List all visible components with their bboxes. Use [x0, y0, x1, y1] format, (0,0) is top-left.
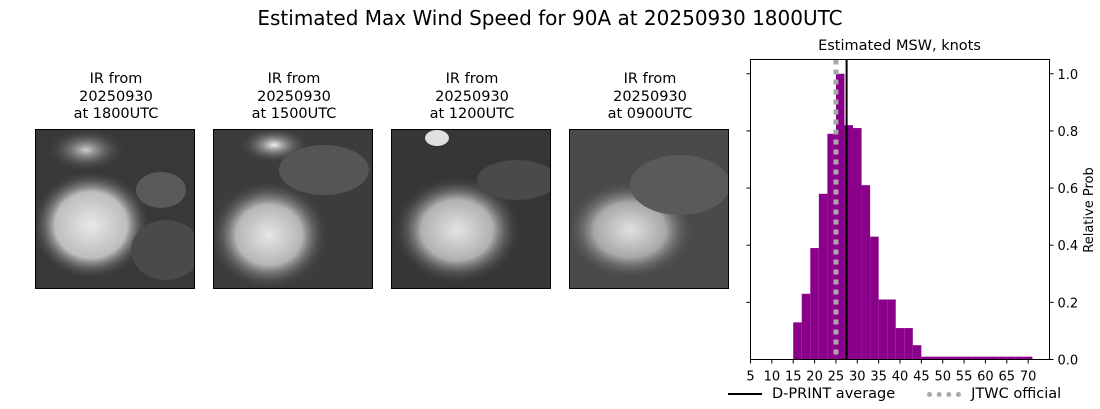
ir-panel-title-4: IR from 20250930 at 0900UTC: [607, 71, 693, 122]
histogram-bar: [793, 322, 802, 360]
x-tick-label: 30: [849, 370, 866, 385]
x-tick-label: 70: [1020, 370, 1037, 385]
ir-image-1200utc: [391, 129, 551, 289]
y-tick-label: 0.8: [1058, 125, 1079, 140]
x-tick-label: 65: [999, 370, 1016, 385]
histogram-bar: [998, 356, 1007, 360]
ir-panel-title-2: IR from 20250930 at 1500UTC: [251, 71, 337, 122]
histogram-bar: [853, 128, 862, 360]
histogram-bar: [972, 356, 982, 360]
x-tick-label: 5: [746, 370, 754, 385]
histogram-bar: [981, 356, 990, 360]
histogram-bar: [912, 345, 922, 360]
legend-item-jtwc: JTWC official: [927, 386, 1061, 402]
x-tick-label: 35: [870, 370, 887, 385]
histogram-bar: [929, 356, 939, 360]
histogram-bar: [1023, 356, 1033, 360]
y-tick-label: 0.6: [1058, 182, 1079, 197]
histogram-bar: [818, 193, 828, 360]
y-tick-label: 0.0: [1058, 354, 1079, 369]
histogram-bar: [801, 293, 811, 360]
x-tick-label: 60: [977, 370, 994, 385]
histogram-bar: [921, 356, 930, 360]
x-tick-label: 45: [913, 370, 930, 385]
histogram-bar: [861, 185, 871, 360]
y-tick-label: 0.4: [1058, 239, 1079, 254]
chart-title: Estimated MSW, knots: [818, 38, 981, 54]
x-tick-label: 25: [828, 370, 845, 385]
ir-panel-title-3: IR from 20250930 at 1200UTC: [429, 71, 515, 122]
histogram-bar: [946, 356, 956, 360]
histogram-bar: [835, 73, 845, 360]
x-tick-label: 15: [785, 370, 802, 385]
y-tick-label: 0.2: [1058, 296, 1079, 311]
plot-frame: [750, 59, 1050, 360]
histogram-bar: [844, 125, 854, 360]
x-tick-label: 50: [934, 370, 951, 385]
ir-image-0900utc: [569, 129, 729, 289]
legend-swatch-solid: [728, 393, 762, 395]
histogram-bar: [810, 248, 819, 360]
histogram-bar: [895, 328, 905, 360]
y-axis-label: Relative Prob: [1082, 167, 1097, 252]
ir-image-1500utc: [213, 129, 373, 289]
histogram-bar: [827, 133, 836, 360]
legend-swatch-dotted: [927, 391, 962, 397]
histogram-bar: [870, 236, 879, 360]
x-tick-label: 20: [806, 370, 823, 385]
ir-panel-title-1: IR from 20250930 at 1800UTC: [73, 71, 159, 122]
histogram-bar: [938, 356, 947, 360]
x-tick-label: 10: [764, 370, 781, 385]
histogram-bar: [878, 299, 888, 360]
histogram-bar: [1015, 356, 1024, 360]
ir-image-1800utc: [35, 129, 195, 289]
histogram-bar: [955, 356, 965, 360]
x-tick-label: 55: [956, 370, 973, 385]
histogram-bar: [887, 299, 896, 360]
legend-label-jtwc: JTWC official: [971, 386, 1062, 402]
x-tick-label: 40: [892, 370, 909, 385]
chart-legend: D-PRINT average JTWC official: [728, 386, 1093, 402]
histogram-bar: [989, 356, 999, 360]
y-tick-label: 1.0: [1058, 68, 1079, 83]
figure-title: Estimated Max Wind Speed for 90A at 2025…: [257, 6, 843, 30]
legend-item-dprint: D-PRINT average: [728, 386, 895, 402]
legend-label-dprint: D-PRINT average: [772, 386, 896, 402]
histogram-bar: [964, 356, 973, 360]
histogram-bar: [904, 328, 913, 360]
histogram-bar: [1006, 356, 1016, 360]
